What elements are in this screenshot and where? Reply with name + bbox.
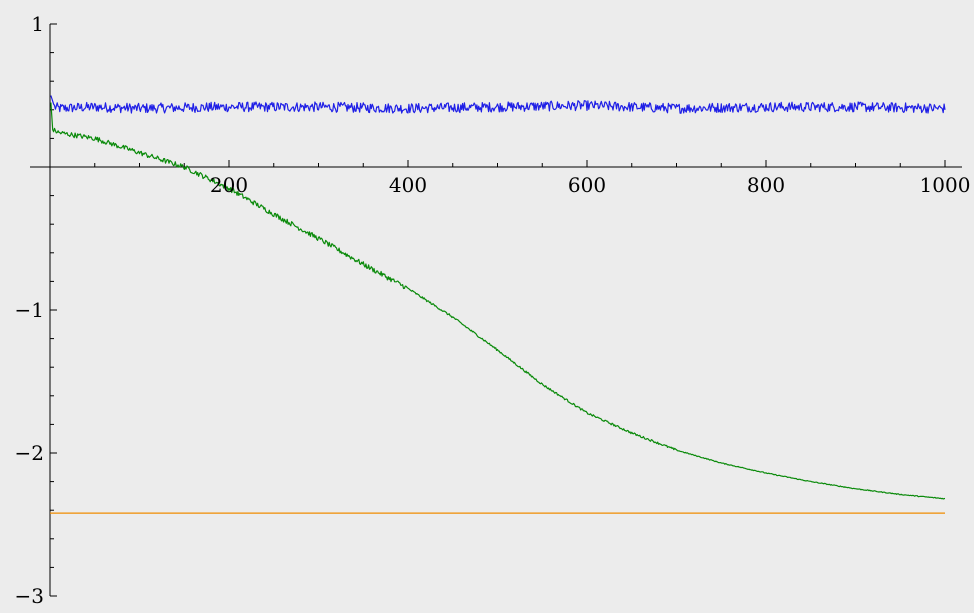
tick-labels: 200 400 600 800 1000 1 −1 −2 −3: [15, 12, 971, 608]
series-layer: [50, 95, 946, 514]
y-tick-label: −1: [15, 298, 44, 322]
axes: [30, 23, 962, 597]
x-tick-label: 1000: [920, 173, 971, 197]
x-tick-label: 600: [568, 173, 606, 197]
y-tick-label: −3: [15, 584, 44, 608]
series-line-2: [50, 102, 946, 500]
x-tick-label: 400: [389, 173, 427, 197]
x-tick-label: 200: [210, 173, 248, 197]
y-tick-label: −2: [15, 441, 44, 465]
y-tick-label: 1: [31, 12, 44, 36]
series-line-1: [50, 95, 946, 114]
x-tick-label: 800: [747, 173, 785, 197]
